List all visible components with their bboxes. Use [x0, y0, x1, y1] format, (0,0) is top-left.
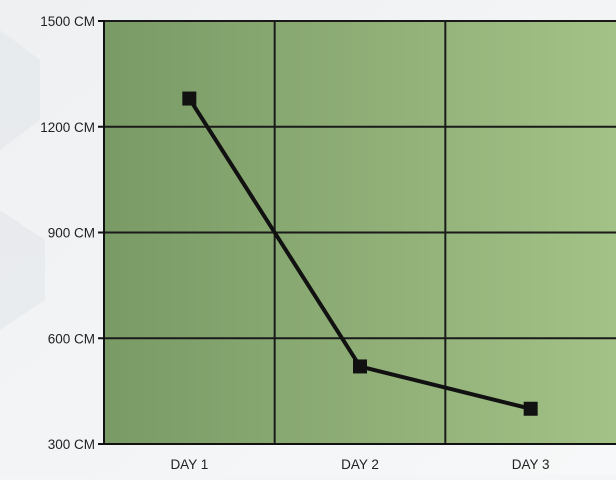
data-point-marker	[523, 401, 538, 416]
series-markers	[182, 91, 538, 416]
y-tick-label: 1500 CM	[40, 14, 95, 29]
data-point-marker	[353, 359, 367, 374]
y-axis-tick-labels: 300 CM 600 CM 900 CM 1200 CM 1500 CM	[40, 14, 104, 452]
background-hexagons	[0, 30, 45, 330]
x-tick-label: DAY 1	[170, 457, 208, 472]
x-tick-label: DAY 2	[341, 457, 379, 472]
y-tick-label: 1200 CM	[40, 120, 95, 135]
y-tick-label: 600 CM	[48, 331, 95, 346]
y-tick-label: 300 CM	[48, 437, 95, 452]
x-axis-tick-labels: DAY 1 DAY 2 DAY 3	[170, 457, 549, 472]
data-point-marker	[182, 91, 197, 106]
x-tick-label: DAY 3	[512, 457, 550, 472]
y-tick-label: 900 CM	[48, 226, 95, 241]
